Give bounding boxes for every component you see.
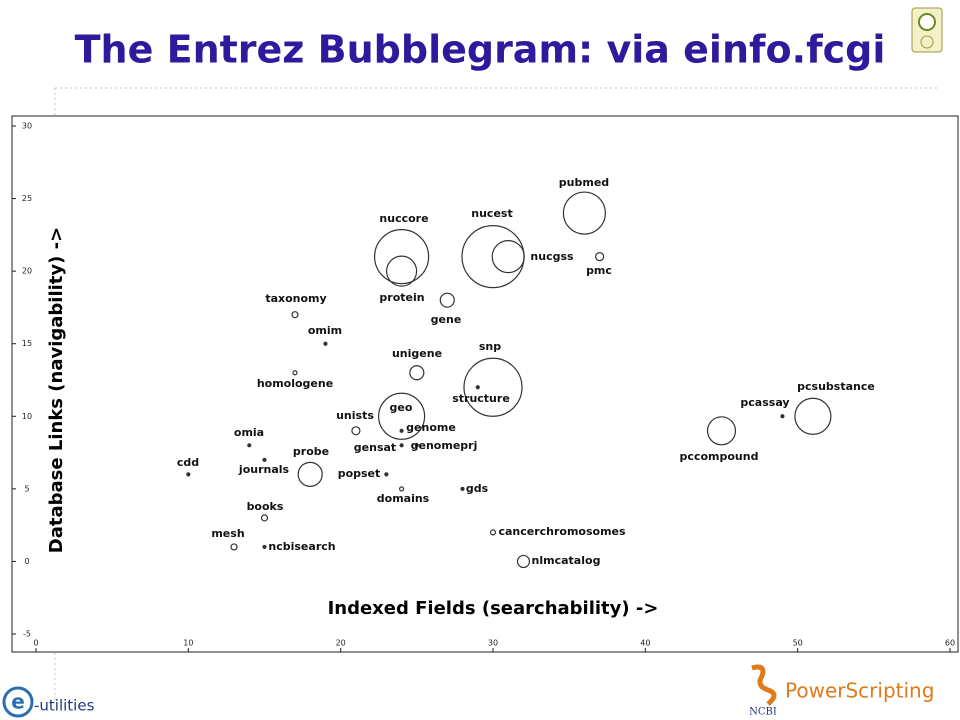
bubble [491,240,525,274]
bubble-label: unists [336,409,374,422]
bubble-label: unigene [392,347,442,360]
bubble-label: mesh [211,527,244,540]
bubble [399,443,404,448]
x-tick-label: 20 [336,639,346,648]
bubble-label: snp [479,340,501,353]
bubble [409,365,425,381]
bubble-label: pmc [586,264,612,277]
bubble [489,529,497,536]
bubble [463,357,523,417]
bubble-label: pcsubstance [797,380,875,393]
bubble [291,311,299,319]
bubble-label: nlmcatalog [532,554,601,567]
bubble-label: nucgss [530,250,574,263]
bubble-label: genome [406,421,456,434]
bubble [297,461,323,487]
bubble [374,229,430,285]
eutils-logo: e -utilities [2,686,95,718]
y-tick-label: -5 [23,630,31,639]
bubble-label: protein [379,291,424,304]
y-tick-label: 0 [24,557,29,566]
bubble [475,385,480,390]
plot-frame [11,115,959,653]
bubble [262,457,267,462]
y-tick-label: 10 [22,412,32,421]
bubble [247,443,252,448]
bubble-label: cancerchromosomes [498,525,626,538]
bubble-label: gene [431,313,462,326]
bubble-label: pccompound [680,450,759,463]
x-tick-label: 40 [640,639,650,648]
x-tick-label: 60 [945,639,955,648]
ncbi-text: NCBI [749,707,777,718]
bubble [399,486,405,492]
bubble-label: homologene [257,377,333,390]
bubble-label: pcassay [740,396,789,409]
bubble-label: nucest [471,207,512,220]
bubble [595,252,605,262]
y-tick-label: 15 [22,339,32,348]
bubble [186,472,191,477]
bubble [706,416,737,446]
bubble-label: popset [338,467,381,480]
bubble [399,428,404,433]
bubble-label: structure [452,392,510,405]
bubble [378,392,426,440]
x-tick-label: 30 [488,639,498,648]
ps-logo: NCBI PowerScripting [749,664,934,718]
bubble [351,426,361,436]
bubble-label: nuccore [379,212,428,225]
chart-title: The Entrez Bubblegram: via einfo.fcgi [75,28,886,72]
bubble-label: domains [377,492,430,505]
bubble [460,486,465,491]
y-tick-label: 30 [22,122,32,131]
x-tick-label: 10 [183,639,193,648]
bubble-label: taxonomy [265,292,326,305]
y-tick-label: 25 [22,194,32,203]
bubble-label: gensat [354,441,396,454]
bubble-label: ncbisearch [268,540,335,553]
bubble-label: geo [390,401,413,414]
bubble [230,543,238,551]
bubble [516,554,531,569]
bubble-label: cdd [177,456,199,469]
y-axis-label: Database Links (navigability) -> [46,227,67,553]
y-tick-label: 5 [24,484,29,493]
x-tick-label: 50 [793,639,803,648]
bubble [794,397,832,435]
bubble-label: pubmed [559,176,609,189]
bubble-label: probe [293,445,329,458]
bubble [439,292,455,308]
bubble [780,414,785,419]
bubble-label: journals [238,463,290,476]
bubble [260,514,269,522]
footer-right: PowerScripting [785,679,934,703]
bubble [262,544,267,550]
logo-letter: e [11,690,25,714]
bubble-label: gds [466,482,489,495]
bubble [292,370,298,376]
bubble-label: omia [234,426,264,439]
bubble [562,191,607,235]
bubble [414,443,419,448]
bubble [384,472,389,477]
y-tick-label: 20 [22,267,32,276]
bubble [386,255,418,287]
x-axis-label: Indexed Fields (searchability) -> [328,598,659,619]
bubble-label: books [247,500,284,513]
footer-left: -utilities [34,697,95,715]
bubble-label: omim [308,324,342,337]
top-icon [911,7,943,53]
bubble-label: genomeprj [411,439,478,452]
x-tick-label: 0 [33,639,38,648]
bubble [323,341,328,346]
